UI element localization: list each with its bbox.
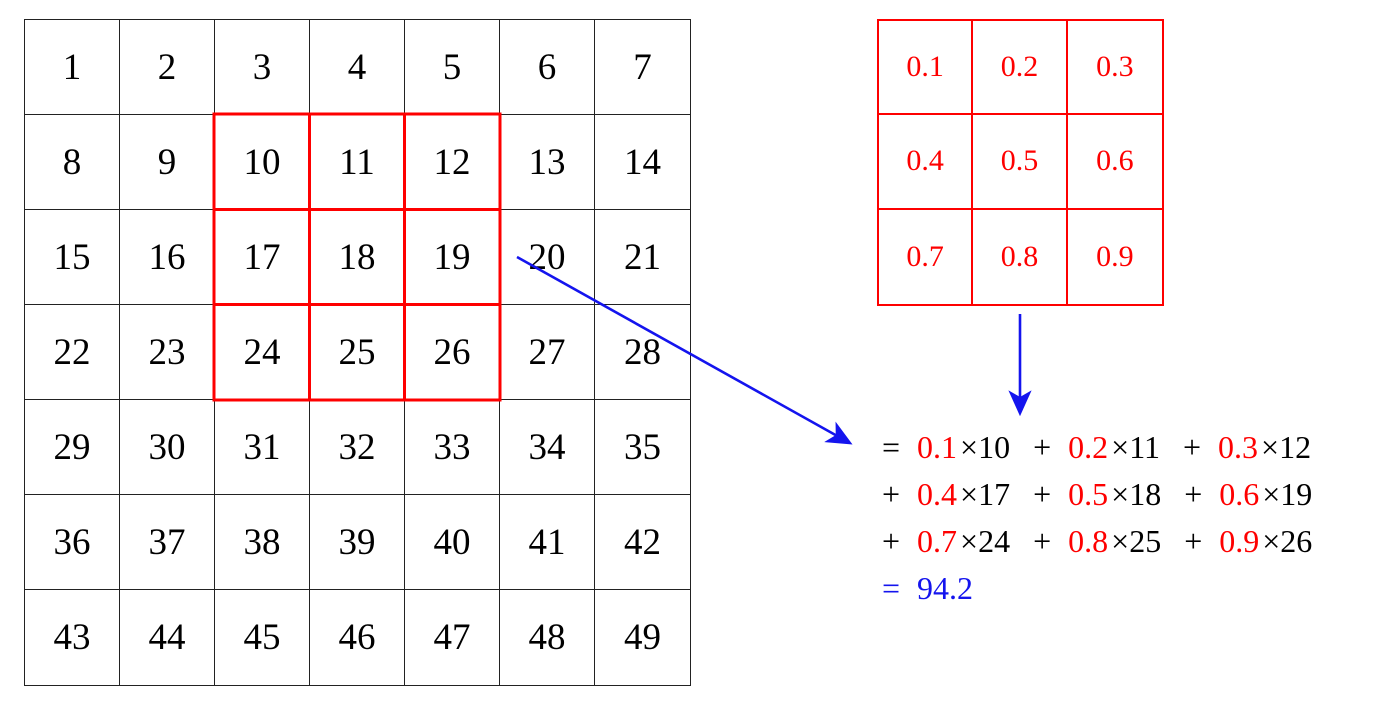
input-grid-cell: 46 bbox=[310, 590, 405, 685]
equation-token: + bbox=[1033, 429, 1052, 465]
equation-token: + bbox=[1184, 476, 1203, 512]
input-grid-cell: 29 bbox=[25, 400, 120, 495]
input-grid-cell: 2 bbox=[120, 20, 215, 115]
kernel-cell: 0.4 bbox=[879, 115, 974, 210]
input-grid-cell: 34 bbox=[500, 400, 595, 495]
equation-token: ×25 bbox=[1111, 523, 1162, 559]
input-grid-cell: 37 bbox=[120, 495, 215, 590]
kernel-cell: 0.1 bbox=[879, 21, 974, 116]
input-grid-cell: 1 bbox=[25, 20, 120, 115]
equation-token: ×10 bbox=[960, 429, 1011, 465]
equation-token: 0.8 bbox=[1068, 523, 1109, 559]
input-grid-cell: 47 bbox=[405, 590, 500, 685]
kernel-cell: 0.3 bbox=[1067, 21, 1162, 116]
input-grid-cell: 21 bbox=[595, 210, 690, 305]
equation-token: + bbox=[882, 476, 901, 512]
kernel-cell: 0.9 bbox=[1096, 239, 1134, 273]
input-grid-cell: 48 bbox=[500, 590, 595, 685]
input-grid-cell: 32 bbox=[310, 400, 405, 495]
input-grid-cell: 20 bbox=[500, 210, 595, 305]
equation-token: = bbox=[882, 429, 901, 465]
equation-token: 94.2 bbox=[917, 570, 974, 606]
equation-token: 0.2 bbox=[1068, 429, 1109, 465]
equation-token: 0.4 bbox=[917, 476, 958, 512]
equation-line: +0.7 ×24 +0.8 ×25 +0.9 ×26 bbox=[882, 518, 1312, 565]
equation-token: ×24 bbox=[960, 523, 1011, 559]
input-grid: 1 2 3 4 5 6 7 8 9 10 11 12 13 14 15 16 17 18 19 20 21 22 23 24 2… bbox=[24, 19, 691, 686]
equation-token: + bbox=[1184, 523, 1203, 559]
input-grid-cell: 5 bbox=[405, 20, 500, 115]
input-grid-cell: 30 bbox=[120, 400, 215, 495]
equation-token: + bbox=[1033, 523, 1052, 559]
input-grid-cell: 43 bbox=[25, 590, 120, 685]
equation-line: = 94.2 bbox=[882, 565, 1312, 612]
input-grid-cell: 7 bbox=[595, 20, 690, 115]
equation-token: ×12 bbox=[1261, 429, 1312, 465]
equation-token: + bbox=[1033, 476, 1052, 512]
input-grid-cell: 8 bbox=[25, 115, 120, 210]
input-grid-cell: 13 bbox=[500, 115, 595, 210]
input-grid-cell: 23 bbox=[120, 305, 215, 400]
equation-token: + bbox=[1183, 429, 1202, 465]
input-grid-cell: 6 bbox=[500, 20, 595, 115]
input-grid-cell: 14 bbox=[595, 115, 690, 210]
input-grid-cell: 44 bbox=[120, 590, 215, 685]
input-grid-cell: 4 bbox=[310, 20, 405, 115]
input-grid-cell: 26 bbox=[405, 305, 500, 400]
input-grid-cell: 28 bbox=[595, 305, 690, 400]
equation-token: 0.7 bbox=[917, 523, 958, 559]
input-grid-cell: 24 bbox=[215, 305, 310, 400]
input-grid-cell: 39 bbox=[310, 495, 405, 590]
input-grid-cell: 15 bbox=[25, 210, 120, 305]
equation-token: 0.1 bbox=[917, 429, 958, 465]
input-grid-cell: 49 bbox=[624, 617, 661, 658]
input-grid-cell: 22 bbox=[25, 305, 120, 400]
input-grid-cell: 40 bbox=[405, 495, 500, 590]
equation-line: +0.4 ×17 +0.5 ×18 +0.6 ×19 bbox=[882, 471, 1312, 518]
equation-token: 0.3 bbox=[1218, 429, 1259, 465]
input-grid-cell: 9 bbox=[120, 115, 215, 210]
kernel-cell: 0.2 bbox=[973, 21, 1068, 116]
input-grid-cell: 3 bbox=[215, 20, 310, 115]
convolution-equation: = 0.1 ×10 +0.2 ×11 +0.3 ×12 +0.4 ×17 +0.5 ×18 +0.6 ×… bbox=[882, 424, 1312, 612]
kernel-cell: 0.6 bbox=[1067, 115, 1162, 210]
equation-token: ×19 bbox=[1262, 476, 1313, 512]
input-grid-cell: 12 bbox=[405, 115, 500, 210]
equation-token: ×26 bbox=[1262, 523, 1313, 559]
equation-token: 0.9 bbox=[1219, 523, 1260, 559]
equation-token: ×18 bbox=[1111, 476, 1162, 512]
input-grid-cell: 19 bbox=[405, 210, 500, 305]
input-grid-cell: 33 bbox=[405, 400, 500, 495]
input-grid-cell: 27 bbox=[500, 305, 595, 400]
input-grid-cell: 41 bbox=[500, 495, 595, 590]
equation-token: + bbox=[882, 523, 901, 559]
equation-token: 0.5 bbox=[1068, 476, 1109, 512]
equation-line: = 0.1 ×10 +0.2 ×11 +0.3 ×12 bbox=[882, 424, 1312, 471]
equation-token: ×11 bbox=[1111, 429, 1160, 465]
input-grid-cell: 31 bbox=[215, 400, 310, 495]
input-grid-cell: 11 bbox=[310, 115, 405, 210]
input-grid-cell: 16 bbox=[120, 210, 215, 305]
kernel-cell: 0.7 bbox=[879, 209, 974, 304]
equation-token: ×17 bbox=[960, 476, 1011, 512]
kernel-cell: 0.8 bbox=[973, 209, 1068, 304]
equation-token: = bbox=[882, 570, 901, 606]
input-grid-cell: 17 bbox=[215, 210, 310, 305]
input-grid-cell: 36 bbox=[25, 495, 120, 590]
input-grid-cell: 38 bbox=[215, 495, 310, 590]
kernel-grid: 0.1 0.2 0.3 0.4 0.5 0.6 0.7 0.8 0.9 bbox=[877, 19, 1164, 306]
input-grid-cell: 25 bbox=[310, 305, 405, 400]
input-grid-cell: 42 bbox=[595, 495, 690, 590]
input-grid-cell: 45 bbox=[215, 590, 310, 685]
input-grid-cell: 18 bbox=[310, 210, 405, 305]
kernel-cell: 0.5 bbox=[973, 115, 1068, 210]
input-grid-cell: 10 bbox=[215, 115, 310, 210]
equation-token: 0.6 bbox=[1219, 476, 1260, 512]
input-grid-cell: 35 bbox=[595, 400, 690, 495]
